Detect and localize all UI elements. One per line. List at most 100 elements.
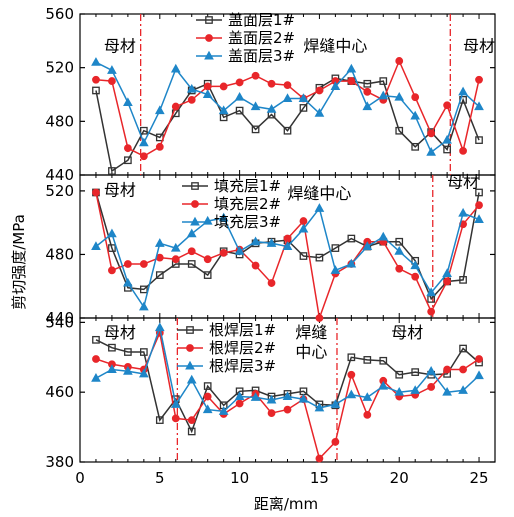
panel-2-legend-label-3: 填充层3# — [214, 213, 281, 231]
panel-1-series-2-point-6 — [171, 102, 180, 111]
panel-2-series-1-point-20 — [395, 237, 404, 246]
y-axis-title: 剪切强度/MPa — [10, 214, 28, 310]
panel-3-series-3 — [91, 322, 484, 415]
panel-2-series-2-point-2 — [108, 266, 116, 275]
panel-1-series-2-point-12 — [267, 79, 276, 88]
panel-3-series-2-point-24 — [459, 365, 467, 374]
panel-1-series-2-point-1 — [92, 75, 100, 84]
panel-2-series-3-point-3 — [123, 277, 133, 287]
panel-3-series-3-point-5 — [154, 322, 165, 332]
panel-1-series-3-point-22 — [426, 146, 437, 156]
panel-1-series-1-point-4 — [139, 126, 148, 135]
panel-2-series-3-point-16 — [330, 265, 341, 274]
x-tick-label-0: 0 — [75, 469, 85, 487]
panel-2-series-3-point-21 — [410, 260, 421, 270]
panel-3-series-3-point-25 — [474, 370, 484, 380]
panel-1-series-3-point-6 — [170, 63, 181, 73]
panel-3-series-1-point-21 — [411, 368, 420, 376]
panel-2-series-2-point-22 — [427, 307, 436, 316]
panel-2-series-3-point-23 — [442, 268, 452, 278]
panel-1-series-1-point-11 — [251, 125, 260, 134]
panel-3-series-3-point-7 — [186, 374, 197, 384]
panel-1-series-2-point-21 — [411, 93, 420, 102]
panel-2-series-2-point-25 — [475, 201, 483, 210]
panel-2-series-1-point-4 — [139, 285, 148, 294]
panel-1-series-3-point-7 — [186, 83, 197, 93]
panel-3-series-3-point-21 — [410, 385, 421, 394]
panel-1-series-1-point-9 — [219, 113, 228, 122]
panel-2-series-1-point-8 — [203, 271, 212, 279]
panel-1-series-3-point-9 — [218, 105, 229, 115]
panel-3-legend-label-2: 根焊层2# — [209, 339, 276, 357]
panel-3-series-3-point-11 — [250, 392, 261, 401]
panel-1-annotation-1: 母材 — [104, 37, 136, 56]
panel-1-series-2-point-15 — [315, 86, 324, 95]
panel-3-series-2-point-18 — [363, 410, 372, 419]
panel-2-series-1-point-25 — [475, 188, 483, 197]
panel-1-series-1-point-14 — [299, 104, 308, 112]
panel-3-annotation-4: 母材 — [391, 323, 423, 342]
panel-2-series-2-point-4 — [139, 260, 148, 268]
panel-1-series-1-line — [95, 77, 480, 173]
panel-2-series-3-point-15 — [314, 203, 325, 212]
panel-2-series-2-point-3 — [123, 260, 132, 268]
panel-1-series-2-point-2 — [108, 77, 116, 85]
panel-3-series-3-point-20 — [394, 386, 405, 396]
panel-3-series-3-point-12 — [266, 394, 277, 404]
panel-1-series-2-point-25 — [475, 75, 483, 84]
panel-3-series-3-point-18 — [362, 392, 373, 401]
panel-3-series-3-point-9 — [218, 406, 229, 415]
panel-2-series-3-point-6 — [170, 242, 181, 252]
panel-2-series-2-point-8 — [203, 255, 212, 264]
panel-3-series-3-point-13 — [282, 391, 293, 401]
panel-2-series-2 — [92, 188, 483, 322]
panel-2-series-2-point-7 — [187, 247, 196, 256]
panel-2-series-1-point-17 — [347, 234, 356, 243]
panel-3-series-2-point-7 — [187, 416, 196, 425]
x-tick-label-5: 25 — [469, 469, 488, 487]
panel-3-series-2-point-12 — [267, 409, 276, 418]
panel-2-annotation-3: 母材 — [447, 173, 479, 192]
panel-1-series-3-point-18 — [362, 101, 373, 111]
panel-2-series-2-point-13 — [283, 234, 292, 243]
panel-2-series-2-point-1 — [92, 188, 100, 197]
panel-2-series-3-point-5 — [154, 238, 165, 247]
panel-3-series-1-point-24 — [459, 344, 467, 353]
panel-3-series-3-point-2 — [107, 364, 117, 373]
panel-2-series-2-point-11 — [251, 261, 260, 270]
panel-2-legend-label-1: 填充层1# — [214, 177, 281, 195]
panel-3-series-3-point-6 — [170, 399, 181, 408]
panel-2-annotation-1: 母材 — [104, 181, 136, 200]
panel-1-series-3-point-23 — [442, 134, 452, 144]
panel-1-legend-marker-3 — [204, 50, 214, 60]
panel-1-series-2-point-11 — [251, 71, 260, 80]
x-tick-label-1: 5 — [155, 469, 165, 487]
panel-3-annotation-3: 中心 — [295, 342, 327, 361]
panel-3-ytick-label-0: 380 — [45, 453, 74, 471]
panel-2-series-3-point-10 — [234, 246, 245, 255]
panel-3-series-1-point-19 — [379, 356, 388, 365]
panel-3-series-2-point-16 — [331, 438, 340, 446]
panel-1-ytick-label-2: 520 — [45, 59, 74, 77]
panel-1-ytick-label-1: 480 — [45, 112, 74, 130]
panel-3-series-2-point-13 — [283, 405, 292, 414]
panel-1-series-3-point-13 — [282, 93, 293, 103]
panel-1-series-2-point-23 — [443, 101, 452, 110]
panel-2-series-2-point-9 — [219, 248, 228, 257]
panel-3-series-1-point-4 — [139, 348, 148, 356]
panel-3-series-2-point-17 — [347, 370, 356, 379]
panel-2-ytick-label-1: 480 — [45, 245, 74, 263]
panel-3-series-1-point-8 — [203, 382, 212, 390]
x-tick-label-2: 10 — [230, 469, 249, 487]
panel-1-series-3-point-16 — [330, 81, 341, 90]
panel-1-series-1-point-3 — [124, 156, 132, 165]
panel-3-series-3-point-16 — [330, 399, 341, 408]
panel-2-series-3-point-22 — [426, 287, 437, 297]
panel-3-legend: 根焊层1#根焊层2#根焊层3# — [177, 321, 276, 375]
panel-1-series-2-point-3 — [123, 144, 132, 153]
panel-1-series-1 — [92, 74, 483, 175]
panel-1-legend: 盖面层1#盖面层2#盖面层3# — [196, 11, 295, 65]
panel-1-series-3-point-19 — [378, 90, 389, 100]
panel-2-series-3-point-12 — [266, 238, 277, 247]
